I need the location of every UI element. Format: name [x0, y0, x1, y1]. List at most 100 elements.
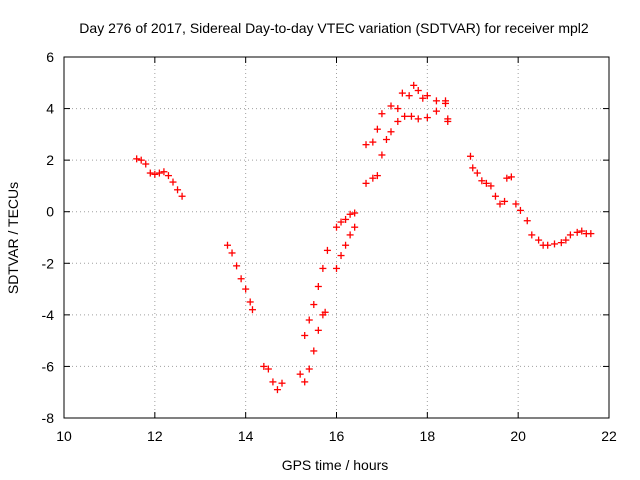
data-point: [151, 170, 159, 178]
data-point: [578, 227, 586, 235]
data-point: [296, 370, 304, 378]
data-point: [310, 347, 318, 355]
data-point: [228, 249, 236, 257]
data-point: [174, 186, 182, 194]
data-point: [373, 172, 381, 180]
data-point: [333, 264, 340, 272]
data-point: [501, 197, 509, 205]
y-tick-label: 6: [46, 49, 54, 65]
data-point: [516, 206, 524, 214]
data-point: [432, 107, 440, 115]
data-point: [246, 298, 254, 306]
data-point: [394, 105, 402, 113]
data-point: [414, 115, 422, 123]
data-point: [146, 169, 154, 177]
data-point: [410, 81, 418, 89]
y-tick-label: 4: [46, 101, 54, 117]
data-point: [562, 236, 570, 244]
data-point: [557, 239, 565, 247]
y-tick-label: -2: [42, 255, 55, 271]
grid-lines: [64, 57, 609, 418]
data-point: [337, 218, 345, 226]
data-point: [242, 285, 250, 293]
data-point: [473, 169, 481, 177]
data-point: [423, 114, 431, 122]
data-point: [544, 241, 552, 249]
x-axis-label: GPS time / hours: [282, 457, 389, 473]
data-point: [369, 174, 377, 182]
data-point: [269, 378, 277, 386]
data-point: [382, 136, 390, 144]
data-point: [387, 128, 395, 136]
data-point: [507, 173, 515, 181]
data-point: [233, 262, 241, 270]
x-tick-label: 10: [56, 428, 72, 444]
data-point: [535, 236, 543, 244]
data-point: [394, 117, 402, 125]
data-point: [314, 326, 322, 334]
data-point: [142, 160, 150, 168]
data-point: [432, 97, 440, 105]
data-point: [342, 215, 350, 223]
data-point: [503, 174, 511, 182]
x-tick-label: 12: [147, 428, 163, 444]
data-point: [133, 155, 141, 163]
data-point: [482, 179, 490, 187]
data-point: [342, 241, 350, 249]
data-point: [323, 246, 331, 254]
data-point: [523, 217, 531, 225]
x-tick-labels: 10 12 14 16 18 20 22: [56, 428, 617, 444]
data-point: [496, 200, 504, 208]
y-axis-label: SDTVAR / TECUs: [5, 182, 21, 294]
data-point: [351, 223, 359, 231]
axis-ticks: [63, 56, 610, 419]
data-point: [369, 138, 377, 146]
data-points: [133, 81, 595, 394]
data-point: [178, 192, 186, 200]
data-point: [160, 168, 168, 176]
data-point: [491, 192, 499, 200]
data-point: [407, 112, 415, 120]
data-point: [405, 92, 413, 100]
data-point: [423, 92, 431, 100]
data-point: [305, 316, 313, 324]
data-point: [401, 112, 409, 120]
data-point: [164, 172, 172, 180]
y-tick-label: -6: [42, 358, 55, 374]
data-point: [419, 94, 427, 102]
data-point: [466, 152, 474, 160]
data-point: [528, 231, 536, 239]
data-point: [566, 231, 574, 239]
data-point: [333, 223, 340, 231]
y-tick-labels: -8 -6 -4 -2 0 2 4 6: [42, 49, 55, 426]
x-tick-label: 18: [420, 428, 436, 444]
data-point: [362, 141, 370, 149]
data-point: [346, 231, 354, 239]
data-point: [487, 182, 495, 190]
data-point: [155, 169, 163, 177]
data-point: [301, 378, 309, 386]
data-point: [469, 164, 477, 172]
data-point: [314, 282, 322, 290]
y-tick-label: 2: [46, 152, 54, 168]
data-point: [362, 179, 370, 187]
data-point: [321, 308, 329, 316]
data-point: [260, 362, 268, 370]
y-tick-label: -8: [42, 410, 55, 426]
data-point: [278, 379, 286, 387]
data-point: [264, 365, 272, 373]
x-tick-label: 22: [601, 428, 617, 444]
data-point: [351, 209, 359, 217]
data-point: [398, 89, 406, 97]
data-point: [414, 87, 422, 95]
data-point: [337, 252, 345, 260]
data-point: [478, 177, 486, 185]
x-tick-label: 14: [238, 428, 254, 444]
data-point: [442, 97, 449, 105]
data-point: [224, 241, 231, 249]
data-point: [444, 115, 452, 123]
x-tick-label: 16: [329, 428, 345, 444]
chart-title: Day 276 of 2017, Sidereal Day-to-day VTE…: [79, 20, 589, 36]
data-point: [387, 102, 395, 110]
